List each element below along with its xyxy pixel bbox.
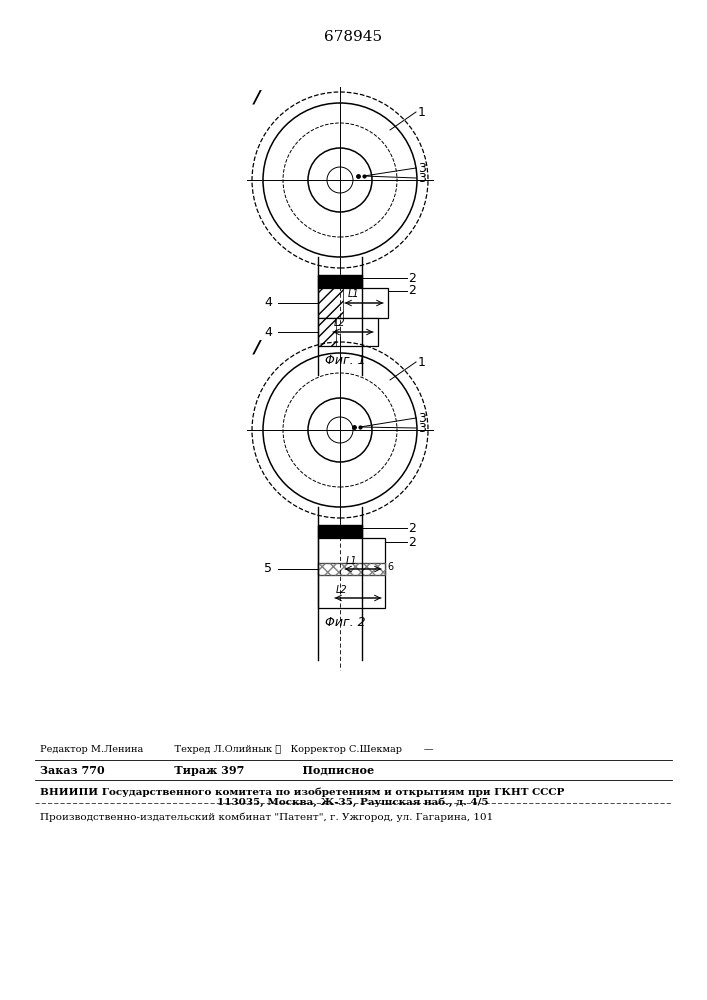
Text: Φиг. 1: Φиг. 1 <box>325 355 366 367</box>
Text: 1: 1 <box>418 105 426 118</box>
Text: 1: 1 <box>418 356 426 368</box>
Text: Редактор М.Ленина          Техред Л.Олийнык ✓   Корректор С.Шекмар       —: Редактор М.Ленина Техред Л.Олийнык ✓ Кор… <box>40 746 433 754</box>
Text: ВНИИПИ Государственного комитета по изобретениям и открытиям при ГКНТ СССР: ВНИИПИ Государственного комитета по изоб… <box>40 787 564 797</box>
Text: 2: 2 <box>408 522 416 534</box>
Text: 2: 2 <box>408 271 416 284</box>
Text: 4: 4 <box>264 326 272 338</box>
Text: 3: 3 <box>418 422 426 434</box>
Text: Φиг. 2: Φиг. 2 <box>325 616 366 630</box>
Text: Заказ 770                  Тираж 397               Подписное: Заказ 770 Тираж 397 Подписное <box>40 764 374 776</box>
Text: 2: 2 <box>408 284 416 298</box>
Text: 5: 5 <box>264 562 272 576</box>
Bar <box>318 318 336 346</box>
Text: 3: 3 <box>418 172 426 184</box>
Text: 3: 3 <box>418 161 426 174</box>
Text: 678945: 678945 <box>324 30 382 44</box>
Bar <box>318 563 385 575</box>
Bar <box>318 275 362 288</box>
Text: L1: L1 <box>346 556 358 566</box>
Text: 113035, Москва, Ж-35, Раушская наб., д. 4/5: 113035, Москва, Ж-35, Раушская наб., д. … <box>217 797 489 807</box>
Text: L2: L2 <box>334 318 346 328</box>
Bar <box>318 538 385 608</box>
Text: 2: 2 <box>408 536 416 548</box>
Text: L1: L1 <box>348 289 360 299</box>
Text: /: / <box>254 89 260 107</box>
Text: 3: 3 <box>418 412 426 424</box>
Text: /: / <box>254 339 260 357</box>
Bar <box>318 288 343 318</box>
Bar <box>318 525 362 538</box>
Text: 4: 4 <box>264 296 272 310</box>
Text: L2: L2 <box>336 585 348 595</box>
Bar <box>318 318 378 346</box>
Text: 6: 6 <box>387 562 393 572</box>
Text: Производственно-издательский комбинат "Патент", г. Ужгород, ул. Гагарина, 101: Производственно-издательский комбинат "П… <box>40 812 493 822</box>
Bar <box>318 288 388 318</box>
Bar <box>318 563 385 575</box>
